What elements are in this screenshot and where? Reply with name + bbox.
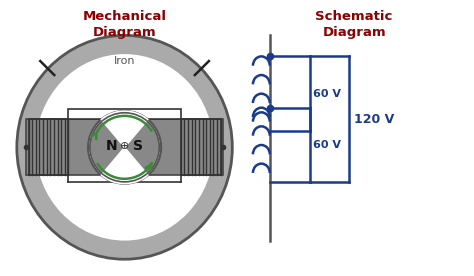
Bar	[181, 119, 220, 175]
Circle shape	[88, 111, 161, 184]
Polygon shape	[101, 111, 148, 147]
Ellipse shape	[36, 54, 214, 241]
Text: 120 V: 120 V	[354, 113, 394, 126]
Bar	[28, 119, 68, 175]
Polygon shape	[101, 147, 148, 184]
Text: Iron: Iron	[114, 56, 135, 66]
Text: 60 V: 60 V	[313, 89, 341, 99]
Bar	[26, 119, 223, 175]
Circle shape	[90, 113, 159, 182]
Text: Mechanical
Diagram: Mechanical Diagram	[82, 10, 166, 39]
Bar	[68, 109, 181, 119]
Text: Schematic
Diagram: Schematic Diagram	[315, 10, 393, 39]
Text: ⊕: ⊕	[120, 141, 129, 151]
Text: 60 V: 60 V	[313, 140, 341, 150]
Text: S: S	[133, 139, 143, 153]
Ellipse shape	[17, 35, 232, 259]
Text: N: N	[106, 139, 117, 153]
